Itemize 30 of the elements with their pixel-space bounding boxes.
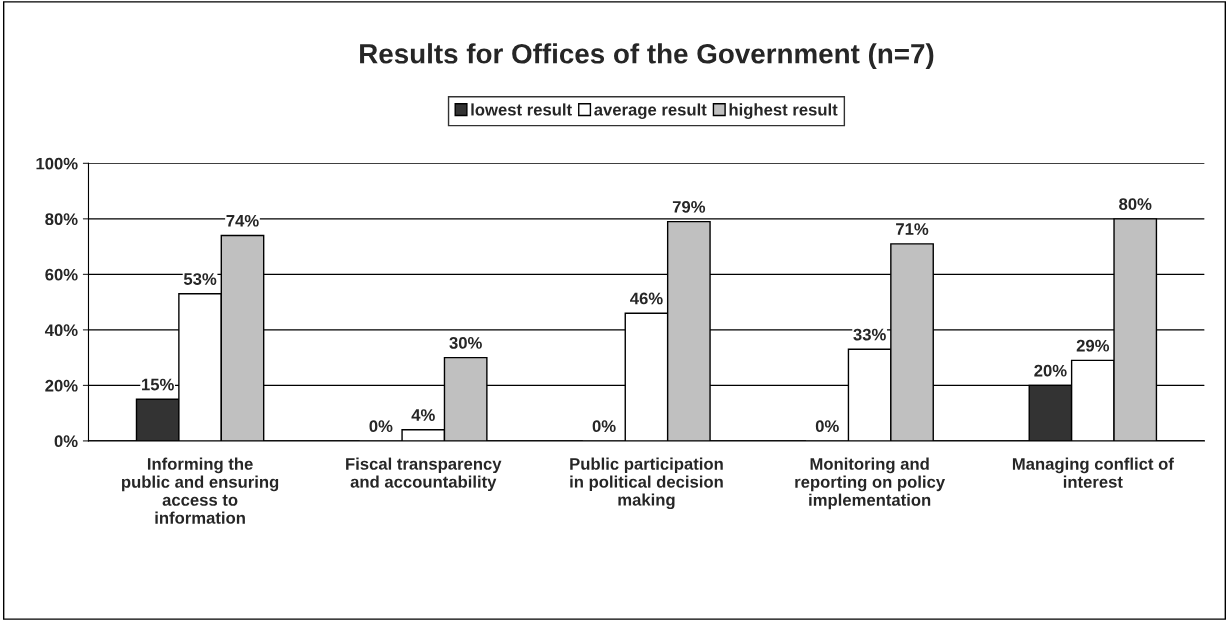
data-label: 46% <box>630 292 663 305</box>
data-label: 15% <box>142 378 174 391</box>
data-label: 20% <box>1034 364 1067 377</box>
data-label: 0% <box>592 420 616 433</box>
x-tick-label: Managing conflict of interest <box>1012 457 1174 488</box>
data-label: 33% <box>853 328 886 341</box>
legend-label: lowest result <box>471 103 572 116</box>
y-tick-label: 40% <box>44 324 78 337</box>
data-label: 74% <box>226 214 259 227</box>
y-tick-label: 20% <box>45 379 78 392</box>
y-tick-label: 100% <box>36 157 78 170</box>
x-tick-label: Fiscal transparency and accountability <box>346 457 502 492</box>
chart-title: Results for Offices of the Government (n=7) <box>360 43 934 70</box>
data-label: 0% <box>815 420 839 433</box>
y-tick-label: 0% <box>54 435 78 448</box>
data-label: 80% <box>1119 198 1152 210</box>
legend-label: average result <box>594 103 707 119</box>
data-label: 53% <box>183 273 217 285</box>
x-tick-label: Public participation in political decision making <box>570 457 723 510</box>
data-label: 4% <box>411 409 435 421</box>
data-label: 29% <box>1076 339 1110 352</box>
data-label: 30% <box>449 336 482 349</box>
x-tick-label: Monitoring and reporting on policy implementation <box>795 457 946 510</box>
legend-label: highest result <box>729 103 838 119</box>
data-label: 71% <box>896 223 929 235</box>
data-label: 0% <box>369 420 393 433</box>
y-tick-label: 60% <box>45 268 78 281</box>
x-tick-label: Informing the public and ensuring access to information <box>122 457 279 524</box>
y-tick-label: 80% <box>45 213 78 226</box>
data-label: 79% <box>672 200 706 213</box>
